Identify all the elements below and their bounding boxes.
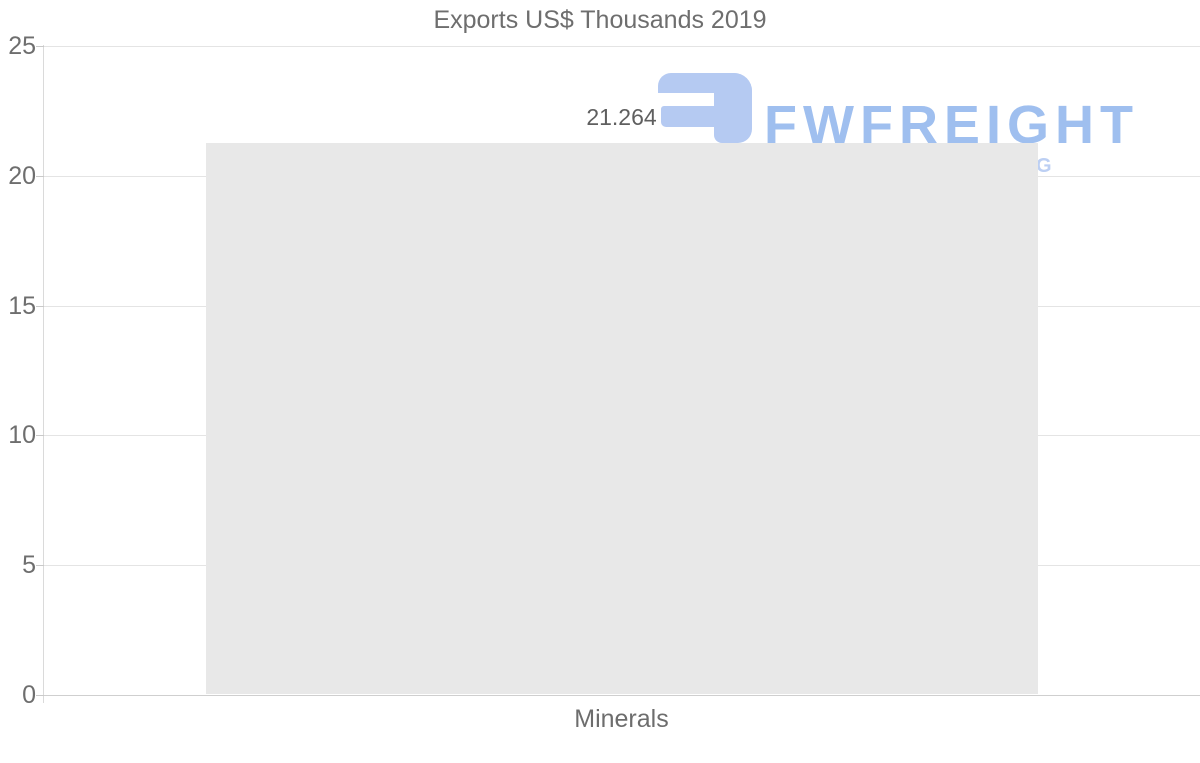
y-axis-tick-label: 25 bbox=[8, 32, 36, 60]
logo-icon-stem bbox=[714, 73, 752, 143]
fwfreight-tagline-fragment: G bbox=[1036, 155, 1052, 177]
bar-value-label: 21.264 bbox=[586, 104, 657, 130]
y-gridline bbox=[43, 46, 1200, 47]
chart-title: Exports US$ Thousands 2019 bbox=[433, 6, 767, 34]
y-axis-tick-label: 20 bbox=[8, 162, 36, 190]
y-tick-mark bbox=[36, 176, 44, 177]
bar-minerals bbox=[205, 143, 1038, 694]
x-baseline bbox=[43, 695, 1200, 696]
logo-icon-middle-arm bbox=[661, 106, 714, 127]
y-tick-mark bbox=[36, 435, 44, 436]
x-axis-category-label: Minerals bbox=[574, 705, 669, 733]
y-tick-mark bbox=[36, 695, 44, 696]
fwfreight-logo-icon bbox=[658, 73, 752, 143]
y-axis-line bbox=[43, 45, 44, 703]
y-axis-tick-label: 10 bbox=[8, 421, 36, 449]
y-axis-tick-label: 0 bbox=[22, 681, 36, 709]
y-axis-tick-label: 15 bbox=[8, 292, 36, 320]
y-tick-mark bbox=[36, 46, 44, 47]
y-axis-tick-label: 5 bbox=[22, 551, 36, 579]
y-tick-mark bbox=[36, 565, 44, 566]
y-tick-mark bbox=[36, 306, 44, 307]
